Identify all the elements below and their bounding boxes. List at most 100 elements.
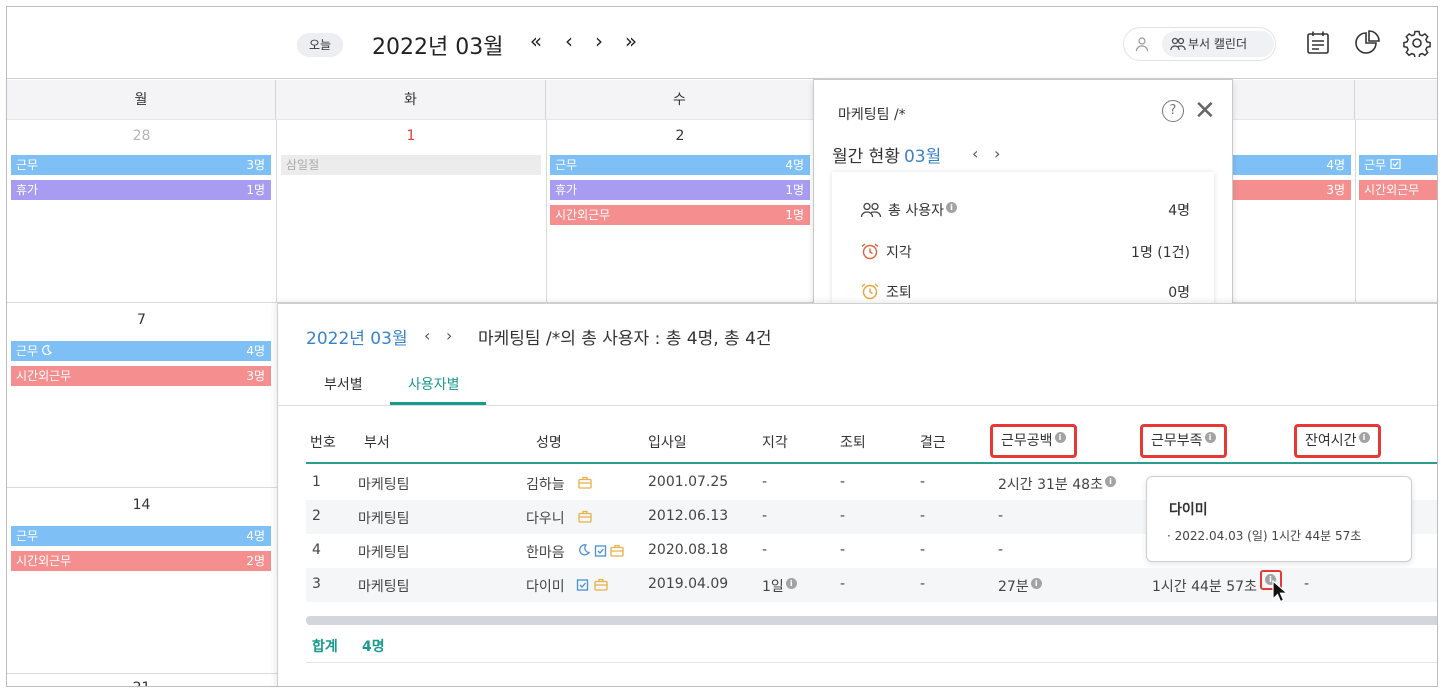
- bar-count: 2명: [246, 554, 265, 568]
- bar-count: 4명: [785, 158, 804, 172]
- panel-summary: 마케팅팀 /*의 총 사용자 : 총 4명, 총 4건: [478, 329, 772, 349]
- moon-icon: [42, 345, 52, 356]
- vacation-bar[interactable]: 휴가 1명: [550, 180, 810, 200]
- info-icon[interactable]: i: [1030, 578, 1042, 589]
- shortage-tooltip: 다이미 · 2022.04.03 (일) 1시간 44분 57초: [1146, 476, 1412, 562]
- tab-by-department[interactable]: 부서별: [324, 377, 363, 393]
- day-number[interactable]: 28: [132, 128, 151, 144]
- work-bar[interactable]: 4명: [1233, 155, 1351, 175]
- weekday-header-mon: 월: [7, 80, 276, 120]
- popup-prev-month-button[interactable]: ‹: [972, 144, 979, 163]
- table-row[interactable]: 3 마케팅팀 다이미 2019.04.09 1일 i - - 27분 i 1시간 4…: [306, 568, 1437, 602]
- bar-count: 4명: [246, 344, 265, 358]
- calendar-view-toggle[interactable]: 부서 캘린더: [1123, 27, 1276, 61]
- table-row[interactable]: 1 마케팅팀 김하늘 2001.07.25 - - - 2시간 31분 48초 i: [306, 466, 1437, 500]
- briefcase-icon: [578, 476, 592, 489]
- col-header-work-gap: 근무공백 i: [990, 424, 1077, 458]
- close-icon[interactable]: ✕: [1194, 96, 1216, 126]
- day-number[interactable]: 14: [132, 497, 151, 513]
- overtime-bar[interactable]: 3명: [1233, 180, 1351, 200]
- stat-value: 4명: [1168, 203, 1190, 219]
- info-icon-highlight[interactable]: i: [1260, 570, 1282, 590]
- next-month-button[interactable]: ›: [595, 29, 603, 53]
- overtime-bar[interactable]: 시간외근무 2명: [11, 551, 271, 571]
- col-header-join-date: 입사일: [648, 435, 687, 451]
- work-bar[interactable]: 근무 4명: [11, 526, 271, 546]
- total-label: 합계: [312, 639, 338, 655]
- clipboard-icon: [1390, 158, 1401, 170]
- bar-label: 근무: [16, 529, 39, 543]
- first-month-button[interactable]: «: [529, 29, 543, 53]
- day-number[interactable]: 2: [675, 128, 685, 144]
- panel-prev-month-button[interactable]: ‹: [424, 326, 431, 345]
- total-value: 4명: [362, 639, 385, 655]
- work-gap-cell[interactable]: 2시간 31분 48초 i: [998, 474, 1116, 494]
- last-month-button[interactable]: »: [624, 29, 638, 53]
- grid-line: [7, 487, 277, 488]
- work-bar[interactable]: 근무: [1359, 155, 1437, 175]
- bar-count: 3명: [246, 158, 265, 172]
- gear-icon[interactable]: [1403, 29, 1431, 57]
- briefcase-icon: [594, 578, 608, 591]
- bar-label: 근무: [555, 158, 578, 172]
- info-icon[interactable]: i: [1358, 432, 1370, 443]
- col-header-late: 지각: [762, 435, 788, 451]
- table-row[interactable]: 4 마케팅팀 한마음 2020.08.18 - - - -: [312, 542, 1004, 561]
- work-bar[interactable]: 근무 3명: [11, 155, 271, 175]
- prev-month-button[interactable]: ‹: [565, 29, 573, 53]
- popup-next-month-button[interactable]: ›: [994, 144, 1001, 163]
- bar-label: 시간외근무: [16, 554, 72, 568]
- info-icon[interactable]: i: [1265, 574, 1276, 585]
- overtime-bar[interactable]: 시간외근무 1명: [550, 205, 810, 225]
- work-shortage-cell[interactable]: 1시간 44분 57초: [1152, 579, 1257, 595]
- day-number[interactable]: 7: [137, 312, 146, 328]
- horizontal-scrollbar[interactable]: [306, 616, 1437, 625]
- overtime-bar[interactable]: 시간외근무: [1359, 180, 1437, 200]
- stat-label: 조퇴: [886, 285, 912, 301]
- col-header-dept: 부서: [364, 435, 390, 451]
- stat-value: 1명 (1건): [1131, 245, 1190, 261]
- user-stats-panel: 2022년 03월 ‹ › 마케팅팀 /*의 총 사용자 : 총 4명, 총 4…: [277, 303, 1437, 686]
- list-calendar-icon[interactable]: [1304, 29, 1332, 57]
- person-icon[interactable]: [1134, 36, 1150, 52]
- work-gap-cell[interactable]: 27분 i: [998, 576, 1042, 596]
- department-calendar-toggle[interactable]: 부서 캘린더: [1162, 31, 1274, 57]
- col-header-no: 번호: [310, 435, 336, 451]
- panel-next-month-button[interactable]: ›: [446, 326, 453, 345]
- bar-label: 근무: [16, 344, 39, 358]
- info-icon[interactable]: i: [785, 578, 797, 589]
- bar-label: 시간외근무: [16, 369, 72, 383]
- col-header-name: 성명: [536, 435, 562, 451]
- work-bar[interactable]: 근무 4명: [550, 155, 810, 175]
- help-icon[interactable]: ?: [1162, 100, 1184, 122]
- late-cell[interactable]: 1일 i: [762, 576, 797, 596]
- pie-chart-icon[interactable]: [1353, 29, 1381, 57]
- today-button[interactable]: 오늘: [297, 33, 344, 57]
- info-icon[interactable]: i: [1204, 432, 1216, 443]
- work-bar[interactable]: 근무 4명: [11, 341, 271, 361]
- holiday-bar: 삼일절: [281, 155, 541, 175]
- weekday-header-fri: [1355, 80, 1437, 120]
- tooltip-user-name: 다이미: [1169, 502, 1208, 518]
- overtime-bar[interactable]: 시간외근무 3명: [11, 366, 271, 386]
- monthly-status-popup: 마케팅팀 /* ? ✕ 월간 현황 03월 ‹ › 총 사용자 i 4명 지각 1명…: [813, 79, 1233, 322]
- info-icon[interactable]: i: [945, 202, 957, 213]
- vacation-bar[interactable]: 휴가 1명: [11, 180, 271, 200]
- col-header-remaining: 잔여시간 i: [1294, 424, 1381, 458]
- weekday-header-wed: 수: [546, 80, 814, 120]
- alarm-clock-icon: [861, 283, 879, 300]
- col-header-work-shortage: 근무부족 i: [1140, 424, 1227, 458]
- grid-line: [1355, 120, 1356, 303]
- stat-label: 총 사용자: [888, 203, 944, 219]
- bar-count: 1명: [785, 183, 804, 197]
- panel-month: 2022년 03월: [306, 329, 408, 349]
- toggle-label: 부서 캘린더: [1188, 37, 1248, 51]
- tab-by-user[interactable]: 사용자별: [408, 377, 460, 393]
- popup-title: 마케팅팀 /*: [838, 107, 906, 123]
- info-icon[interactable]: i: [1104, 476, 1116, 487]
- grid-line: [7, 673, 277, 674]
- day-number[interactable]: 21: [7, 680, 276, 686]
- day-number[interactable]: 1: [406, 128, 416, 144]
- alarm-clock-icon: [861, 243, 879, 260]
- info-icon[interactable]: i: [1054, 432, 1066, 443]
